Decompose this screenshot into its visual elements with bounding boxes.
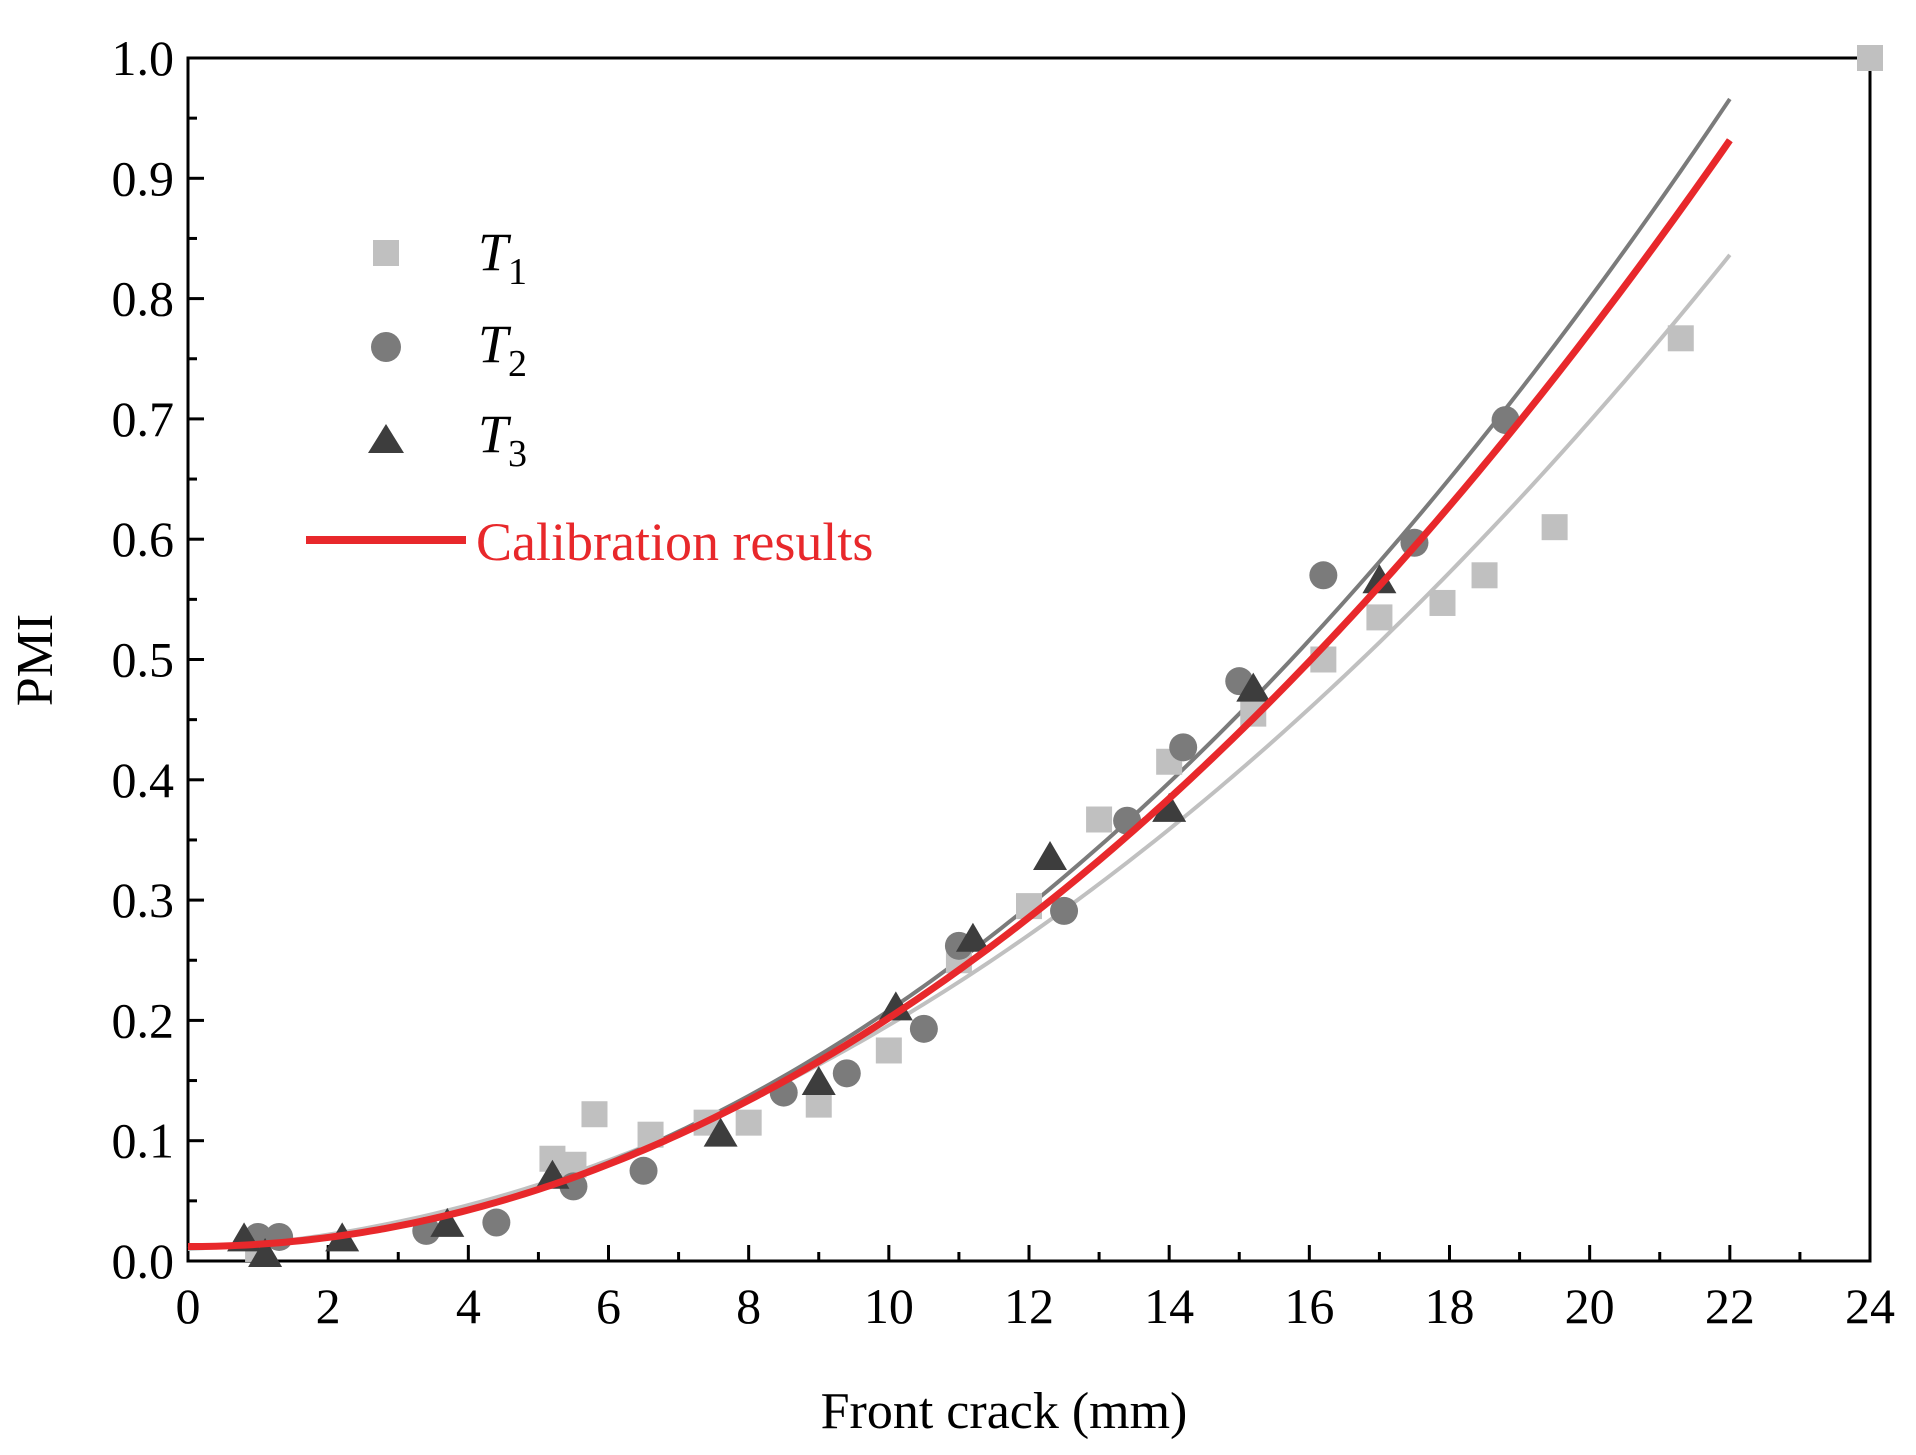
y-axis-title: PMI xyxy=(7,614,64,706)
x-tick-label: 4 xyxy=(456,1278,481,1334)
y-tick-label: 0.0 xyxy=(112,1233,175,1289)
legend-entry-t2: T2 xyxy=(371,314,527,385)
y-tick-label: 0.3 xyxy=(112,872,175,928)
x-tick-label: 12 xyxy=(1004,1278,1054,1334)
y-tick-label: 0.4 xyxy=(112,752,175,808)
legend-entry-t3: T3 xyxy=(368,404,527,475)
fit-curve-t1 xyxy=(187,253,1732,1251)
point-t3 xyxy=(1033,840,1068,870)
point-t1 xyxy=(1086,806,1113,833)
legend-marker-square xyxy=(373,240,399,266)
x-tick-label: 20 xyxy=(1565,1278,1615,1334)
point-t3 xyxy=(1152,792,1187,822)
point-t2 xyxy=(832,1059,861,1088)
y-tick-label: 0.8 xyxy=(112,271,175,327)
point-t2 xyxy=(1169,733,1198,762)
point-t1 xyxy=(1366,604,1393,631)
point-t2 xyxy=(1050,896,1079,925)
x-tick-label: 16 xyxy=(1284,1278,1334,1334)
y-tick-label: 0.9 xyxy=(112,150,175,206)
y-tick-label: 0.6 xyxy=(112,511,175,567)
x-tick-label: 6 xyxy=(596,1278,621,1334)
x-tick-label: 10 xyxy=(864,1278,914,1334)
point-t1 xyxy=(735,1109,762,1136)
point-t3 xyxy=(248,1237,283,1267)
point-t3 xyxy=(1362,564,1397,594)
y-tick-label: 0.7 xyxy=(112,391,175,447)
legend-label-calibration: Calibration results xyxy=(476,512,873,572)
calibration-line xyxy=(187,138,1733,1251)
legend-entry-calibration: Calibration results xyxy=(306,512,873,572)
x-tick-label: 24 xyxy=(1845,1278,1895,1334)
point-t1 xyxy=(875,1037,902,1064)
x-tick-label: 22 xyxy=(1705,1278,1755,1334)
point-t1 xyxy=(581,1101,608,1128)
point-t1 xyxy=(1429,589,1456,616)
y-tick-label: 1.0 xyxy=(112,30,175,86)
fit-curve-t2 xyxy=(187,97,1732,1250)
x-tick-label: 2 xyxy=(316,1278,341,1334)
point-t1 xyxy=(805,1091,832,1118)
legend-marker-circle xyxy=(371,332,401,362)
fit-curve-t3 xyxy=(187,139,1732,1249)
x-axis-ticks: 0 2 4 6 8 10 12 14 16 18 20 22 24 xyxy=(176,1245,1895,1334)
point-t3 xyxy=(878,991,913,1021)
point-t3 xyxy=(1236,672,1271,702)
point-t3 xyxy=(801,1065,836,1095)
point-t3 xyxy=(703,1117,738,1147)
y-axis-ticks: 0.0 0.1 0.2 0.3 0.4 0.5 0.6 0.7 0.8 0.9 1.0 xyxy=(112,30,204,1289)
point-t2 xyxy=(909,1014,938,1043)
y-tick-label: 0.1 xyxy=(112,1113,175,1169)
x-tick-label: 18 xyxy=(1425,1278,1475,1334)
legend-entry-t1: T1 xyxy=(373,222,527,293)
legend-label-t2: T2 xyxy=(478,314,527,385)
plot-frame xyxy=(186,56,1872,1263)
legend-marker-triangle xyxy=(368,424,404,453)
point-t3 xyxy=(430,1207,465,1237)
legend: T1 T2 T3 Calibration results xyxy=(306,222,873,572)
x-tick-label: 14 xyxy=(1144,1278,1194,1334)
point-t2 xyxy=(629,1156,658,1185)
point-t3 xyxy=(955,922,990,952)
calibration-curve xyxy=(187,138,1733,1251)
point-t1 xyxy=(1667,325,1694,352)
point-t1 xyxy=(1471,562,1498,589)
point-t1 xyxy=(1541,514,1568,541)
point-t2 xyxy=(1309,561,1338,590)
legend-label-t3: T3 xyxy=(478,404,527,475)
legend-label-t1: T1 xyxy=(478,222,527,293)
point-t2 xyxy=(482,1208,511,1237)
data-points xyxy=(227,45,1883,1267)
point-t1 xyxy=(1857,45,1883,71)
y-tick-label: 0.2 xyxy=(112,992,175,1048)
x-axis-title: Front crack (mm) xyxy=(821,1383,1188,1440)
y-tick-label: 0.5 xyxy=(112,632,175,688)
fit-curves xyxy=(187,97,1732,1251)
x-tick-label: 8 xyxy=(736,1278,761,1334)
x-tick-label: 0 xyxy=(176,1278,201,1334)
